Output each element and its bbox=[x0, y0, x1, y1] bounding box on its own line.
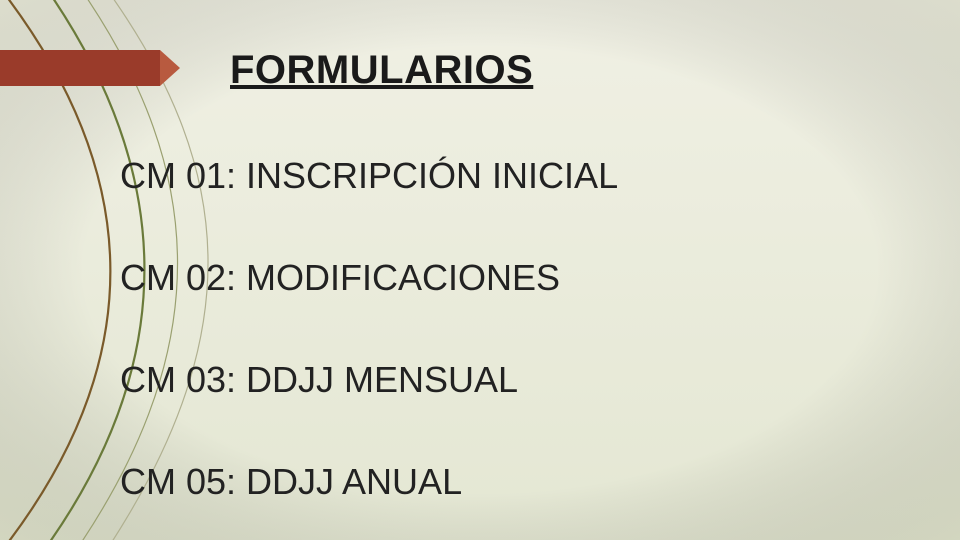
accent-triangle bbox=[160, 50, 180, 86]
list-item: CM 01: INSCRIPCIÓN INICIAL bbox=[120, 155, 618, 197]
list-item: CM 05: DDJJ ANUAL bbox=[120, 461, 618, 503]
item-list: CM 01: INSCRIPCIÓN INICIAL CM 02: MODIFI… bbox=[120, 155, 618, 503]
accent-bar bbox=[0, 50, 180, 86]
list-item: CM 02: MODIFICACIONES bbox=[120, 257, 618, 299]
accent-rect bbox=[0, 50, 160, 86]
slide: FORMULARIOS CM 01: INSCRIPCIÓN INICIAL C… bbox=[0, 0, 960, 540]
slide-title: FORMULARIOS bbox=[230, 48, 533, 93]
list-item: CM 03: DDJJ MENSUAL bbox=[120, 359, 618, 401]
